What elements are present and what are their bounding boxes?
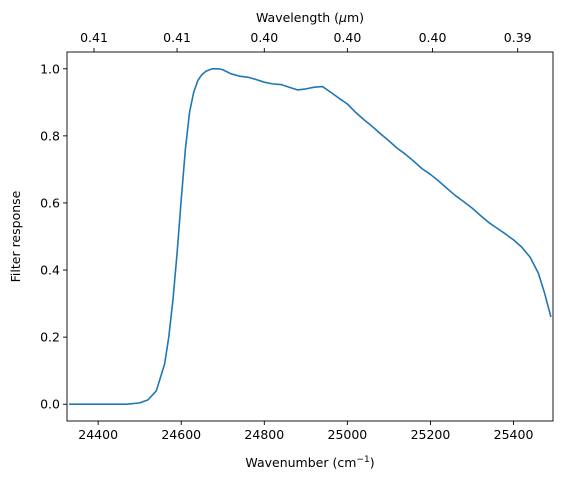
- top-axis-label: Wavelength (μm): [256, 10, 364, 25]
- tick-layer: 24400 24600 24800 25000 25200 254000.00.20.40…: [40, 30, 533, 442]
- y-tick-label: 0.4: [40, 263, 60, 278]
- top-tick-label: 0.41: [80, 30, 108, 45]
- top-axis-label-end: m): [347, 10, 364, 25]
- y-tick-label: 0.2: [40, 330, 60, 345]
- y-tick-label: 0.0: [40, 397, 60, 412]
- top-tick-label: 0.39: [504, 30, 532, 45]
- y-tick-label: 1.0: [40, 61, 60, 76]
- x-axis-label: Wavenumber (cm−1): [245, 455, 374, 470]
- y-tick-label: 0.6: [40, 195, 60, 210]
- x-tick-label: 24400: [78, 427, 118, 442]
- x-tick-label: 25200: [411, 427, 451, 442]
- top-axis-label-mu: μ: [338, 10, 347, 25]
- top-tick-label: 0.40: [419, 30, 447, 45]
- plot-area-frame: [66, 51, 554, 422]
- top-tick-label: 0.41: [163, 30, 191, 45]
- x-tick-label: 24800: [244, 427, 284, 442]
- x-tick-label: 25400: [494, 427, 534, 442]
- x-tick-label: 25000: [328, 427, 368, 442]
- top-axis-label-main: Wavelength (: [256, 10, 339, 25]
- y-axis-label: Filter response: [8, 190, 23, 282]
- x-axis-label-end: ): [370, 455, 375, 470]
- top-tick-label: 0.40: [250, 30, 278, 45]
- top-tick-label: 0.40: [333, 30, 361, 45]
- series-line-filter-response: [69, 67, 552, 406]
- x-axis-label-main: Wavenumber (cm: [245, 455, 356, 470]
- x-tick-label: 24600: [161, 427, 201, 442]
- y-tick-label: 0.8: [40, 128, 60, 143]
- x-axis-label-exponent: −1: [356, 455, 369, 465]
